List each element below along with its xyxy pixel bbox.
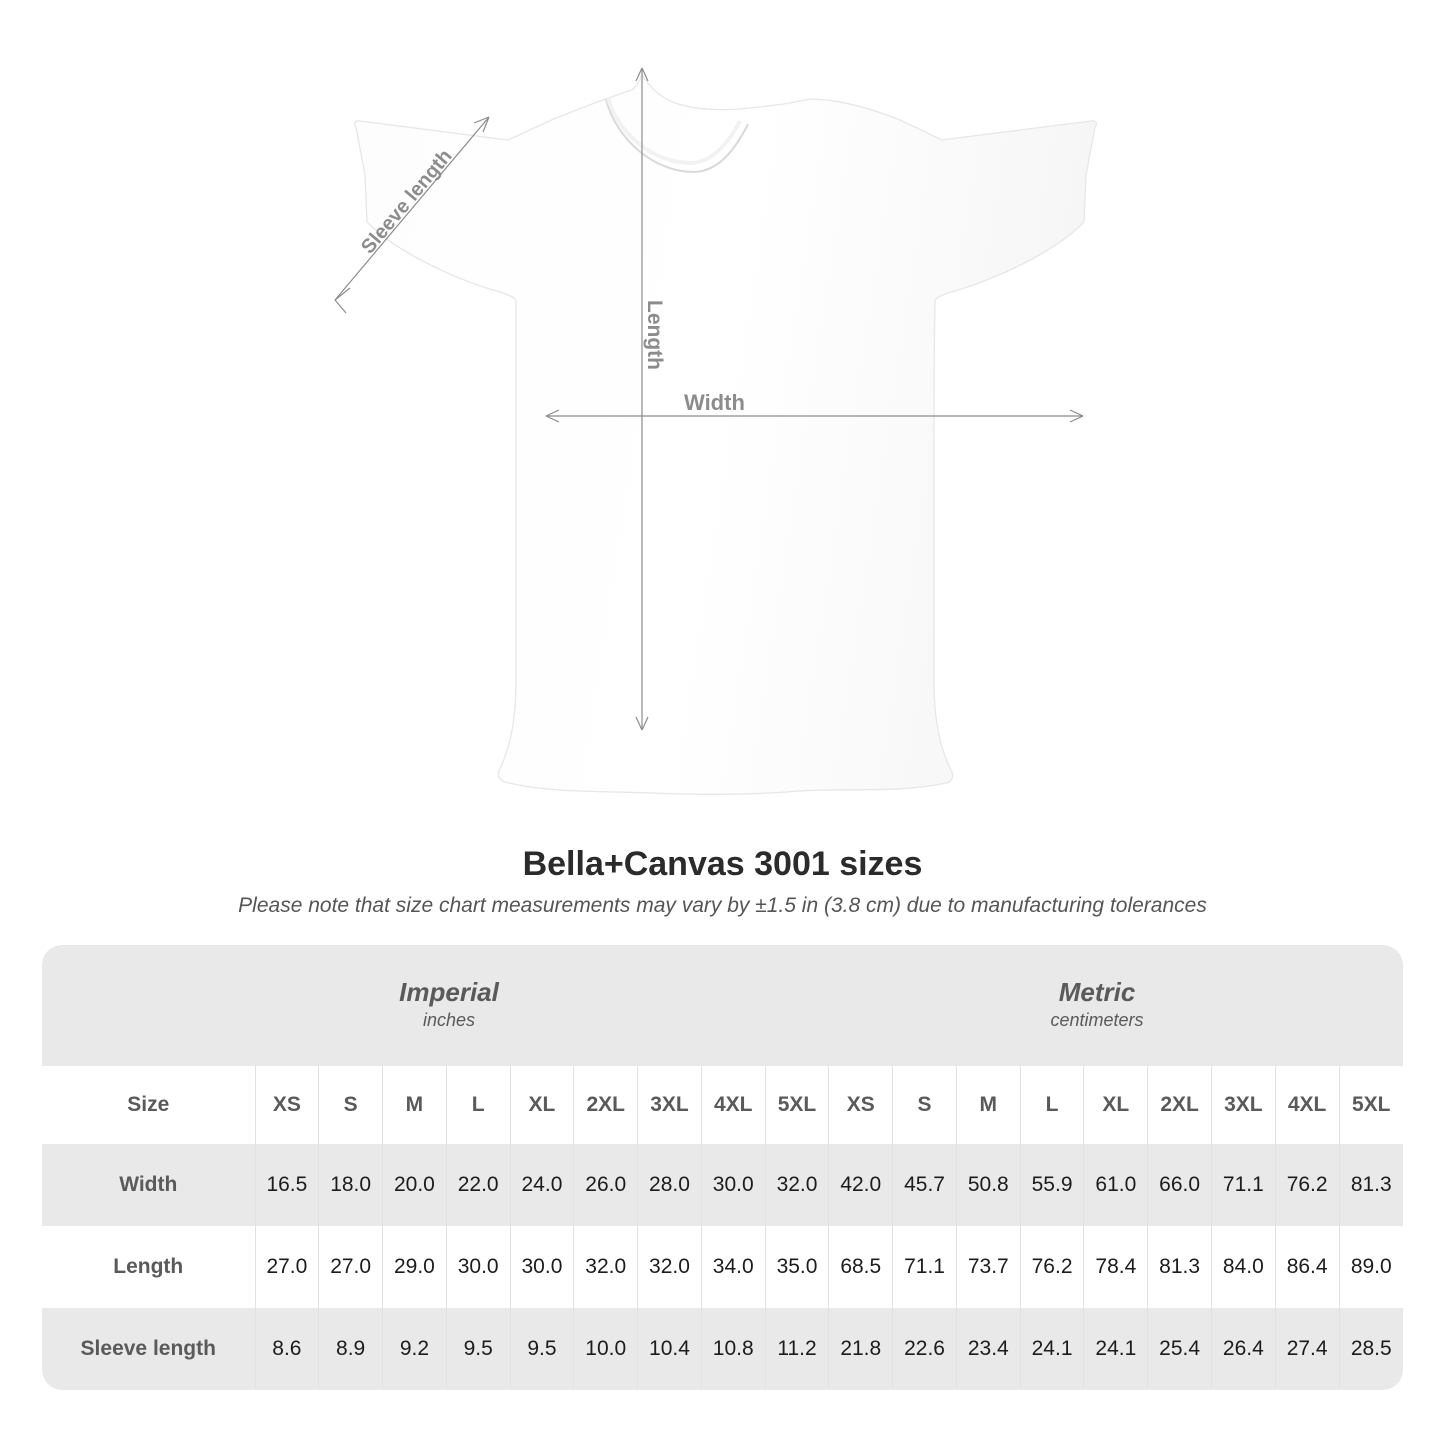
svg-text:Width: Width <box>684 390 745 415</box>
svg-text:Length: Length <box>643 300 666 370</box>
